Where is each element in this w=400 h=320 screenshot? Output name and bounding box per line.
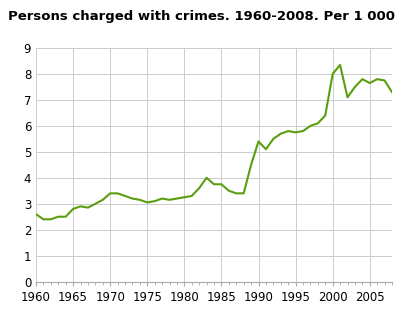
Text: Persons charged with crimes. 1960-2008. Per 1 000 population: Persons charged with crimes. 1960-2008. … (8, 10, 400, 23)
